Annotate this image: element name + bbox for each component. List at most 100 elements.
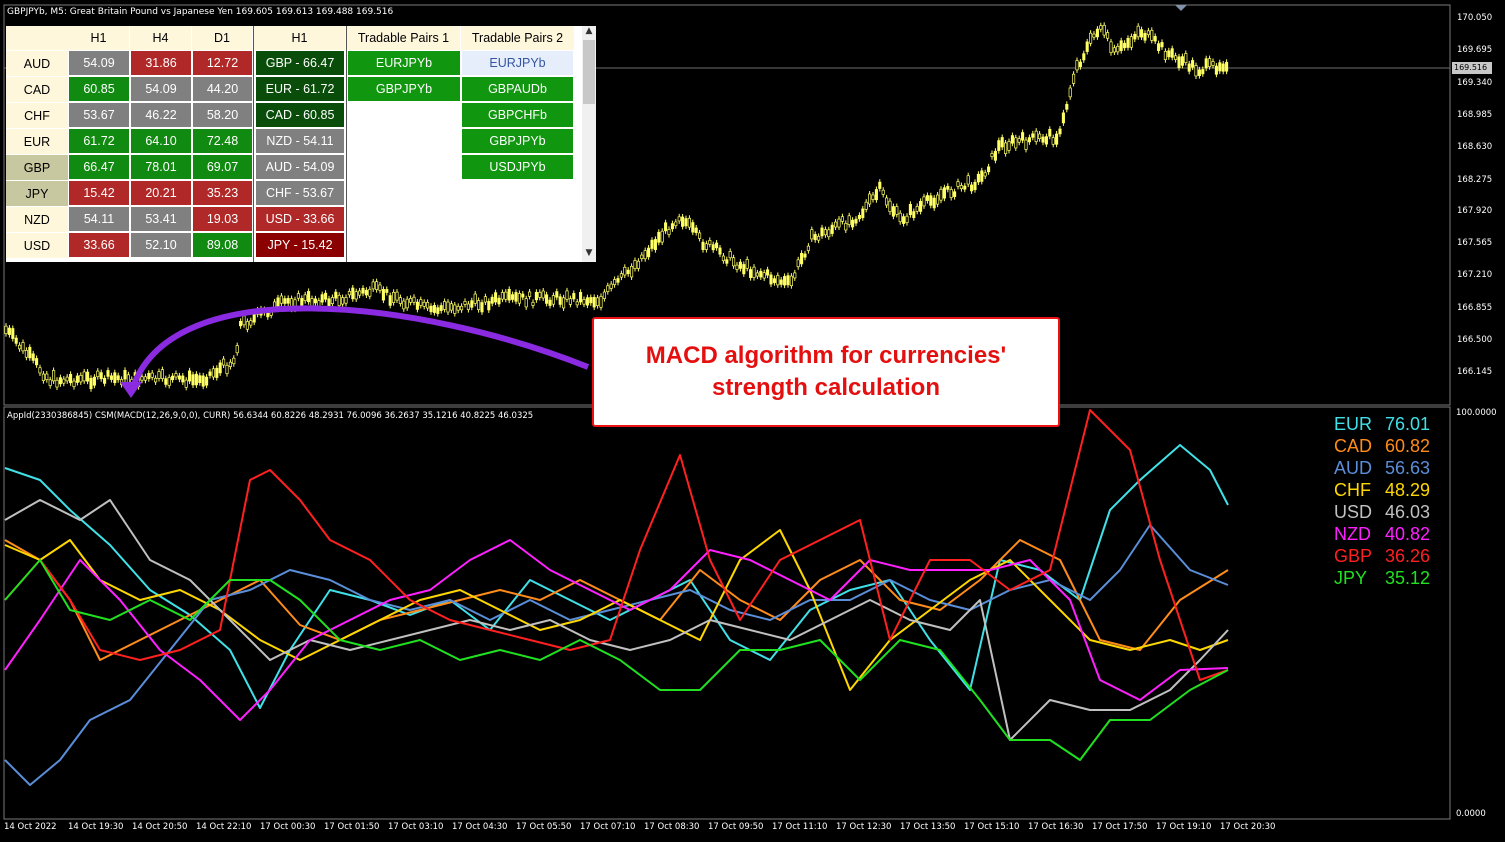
candle-body [55, 379, 59, 388]
candle-body [813, 234, 817, 241]
candle-body [1191, 60, 1195, 68]
candle-body [803, 253, 807, 258]
candle-body [286, 298, 290, 304]
time-tick-label: 17 Oct 01:50 [324, 822, 380, 832]
candle-body [1044, 136, 1048, 145]
tradable-pair-2[interactable]: USDJPYb [462, 155, 573, 179]
time-tick-label: 14 Oct 2022 [4, 822, 57, 832]
table-divider [346, 26, 347, 262]
tradable-pair-1[interactable]: EURJPYb [348, 51, 460, 75]
d1-value: 58.20 [193, 103, 252, 127]
row-currency: CHF [6, 103, 68, 128]
h4-value: 31.86 [131, 51, 191, 75]
tradable-pair-2[interactable]: GBPAUDb [462, 77, 573, 101]
candle-body [388, 295, 392, 306]
candle-body [616, 278, 620, 283]
candle-body [728, 251, 732, 259]
tradable-pair-1[interactable]: GBPJPYb [348, 77, 460, 101]
candle-body [456, 305, 460, 311]
candle-body [681, 216, 685, 227]
current-price-label: 169.516 [1454, 63, 1488, 72]
tradable-pair-2[interactable]: EURJPYb [462, 51, 573, 75]
currency-strength-line [4, 539, 1229, 661]
candle-body [1034, 130, 1038, 143]
candle-body [402, 300, 406, 310]
d1-value: 44.20 [193, 77, 252, 101]
legend-currency: EUR [1334, 414, 1373, 434]
candle-body [320, 294, 324, 303]
scroll-up-icon[interactable]: ▲ [585, 26, 593, 36]
candle-body [684, 218, 688, 227]
candle-body [1197, 69, 1201, 76]
tradable-pair-2[interactable]: GBPCHFb [462, 103, 573, 127]
candle-body [184, 379, 188, 388]
candle-body [1095, 28, 1099, 38]
h1-value: 33.66 [69, 233, 129, 257]
legend-value: 56.63 [1385, 458, 1431, 478]
candle-body [18, 344, 22, 350]
candle-body [511, 294, 515, 300]
candle-body [823, 229, 827, 236]
candle-body [626, 269, 630, 275]
candle-body [1041, 136, 1045, 143]
candle-body [1129, 36, 1133, 48]
candle-body [687, 217, 691, 228]
candle-body [205, 376, 209, 386]
candle-body [786, 275, 790, 286]
candle-body [1153, 36, 1157, 42]
candle-body [725, 259, 729, 264]
candle-body [524, 298, 528, 308]
candle-body [657, 231, 661, 243]
time-tick-label: 14 Oct 22:10 [196, 822, 252, 832]
candle-body [1010, 135, 1014, 144]
row-currency: EUR [6, 129, 68, 154]
candle-body [432, 305, 436, 313]
candle-body [113, 372, 117, 384]
candle-body [715, 242, 719, 249]
candle-body [307, 291, 311, 303]
candle-body [86, 371, 90, 382]
tradable-pair-2[interactable]: GBPJPYb [462, 129, 573, 153]
candle-body [851, 219, 855, 228]
candle-body [473, 293, 477, 304]
candle-body [868, 193, 872, 205]
time-tick-label: 17 Oct 15:10 [964, 822, 1020, 832]
candle-body [704, 243, 708, 250]
chart-symbol-header: GBPJPYb, M5: Great Britain Pound vs Japa… [7, 7, 394, 17]
table-scrollbar[interactable]: ▲ ▼ [582, 26, 596, 262]
candle-body [1133, 33, 1137, 40]
currency-strength-line [4, 524, 1229, 786]
price-tick-label: 166.500 [1457, 335, 1493, 345]
candle-body [500, 292, 504, 300]
candle-body [970, 184, 974, 192]
candle-body [854, 218, 858, 224]
shift-marker-icon[interactable] [1175, 5, 1187, 11]
scroll-down-icon[interactable]: ▼ [585, 248, 593, 258]
candle-body [548, 299, 552, 306]
candle-body [167, 376, 171, 386]
candle-body [517, 293, 521, 304]
candle-body [738, 261, 742, 269]
candle-body [888, 200, 892, 213]
candle-body [987, 166, 991, 173]
candle-body [395, 291, 399, 301]
candle-body [585, 297, 589, 306]
price-tick-label: 166.855 [1457, 303, 1493, 313]
candle-body [1106, 32, 1110, 39]
candle-body [1146, 30, 1150, 36]
h4-value: 52.10 [131, 233, 191, 257]
h1-value: 66.47 [69, 155, 129, 179]
candle-body [1102, 24, 1106, 36]
scroll-thumb[interactable] [583, 40, 595, 104]
candle-body [1065, 104, 1069, 110]
candle-body [381, 289, 385, 301]
candle-body [908, 203, 912, 216]
candle-body [531, 301, 535, 306]
legend-currency: GBP [1334, 546, 1373, 566]
d1-value: 69.07 [193, 155, 252, 179]
candle-body [72, 380, 76, 388]
time-tick-label: 17 Oct 08:30 [644, 822, 700, 832]
candle-body [613, 279, 617, 286]
candle-body [606, 285, 610, 292]
